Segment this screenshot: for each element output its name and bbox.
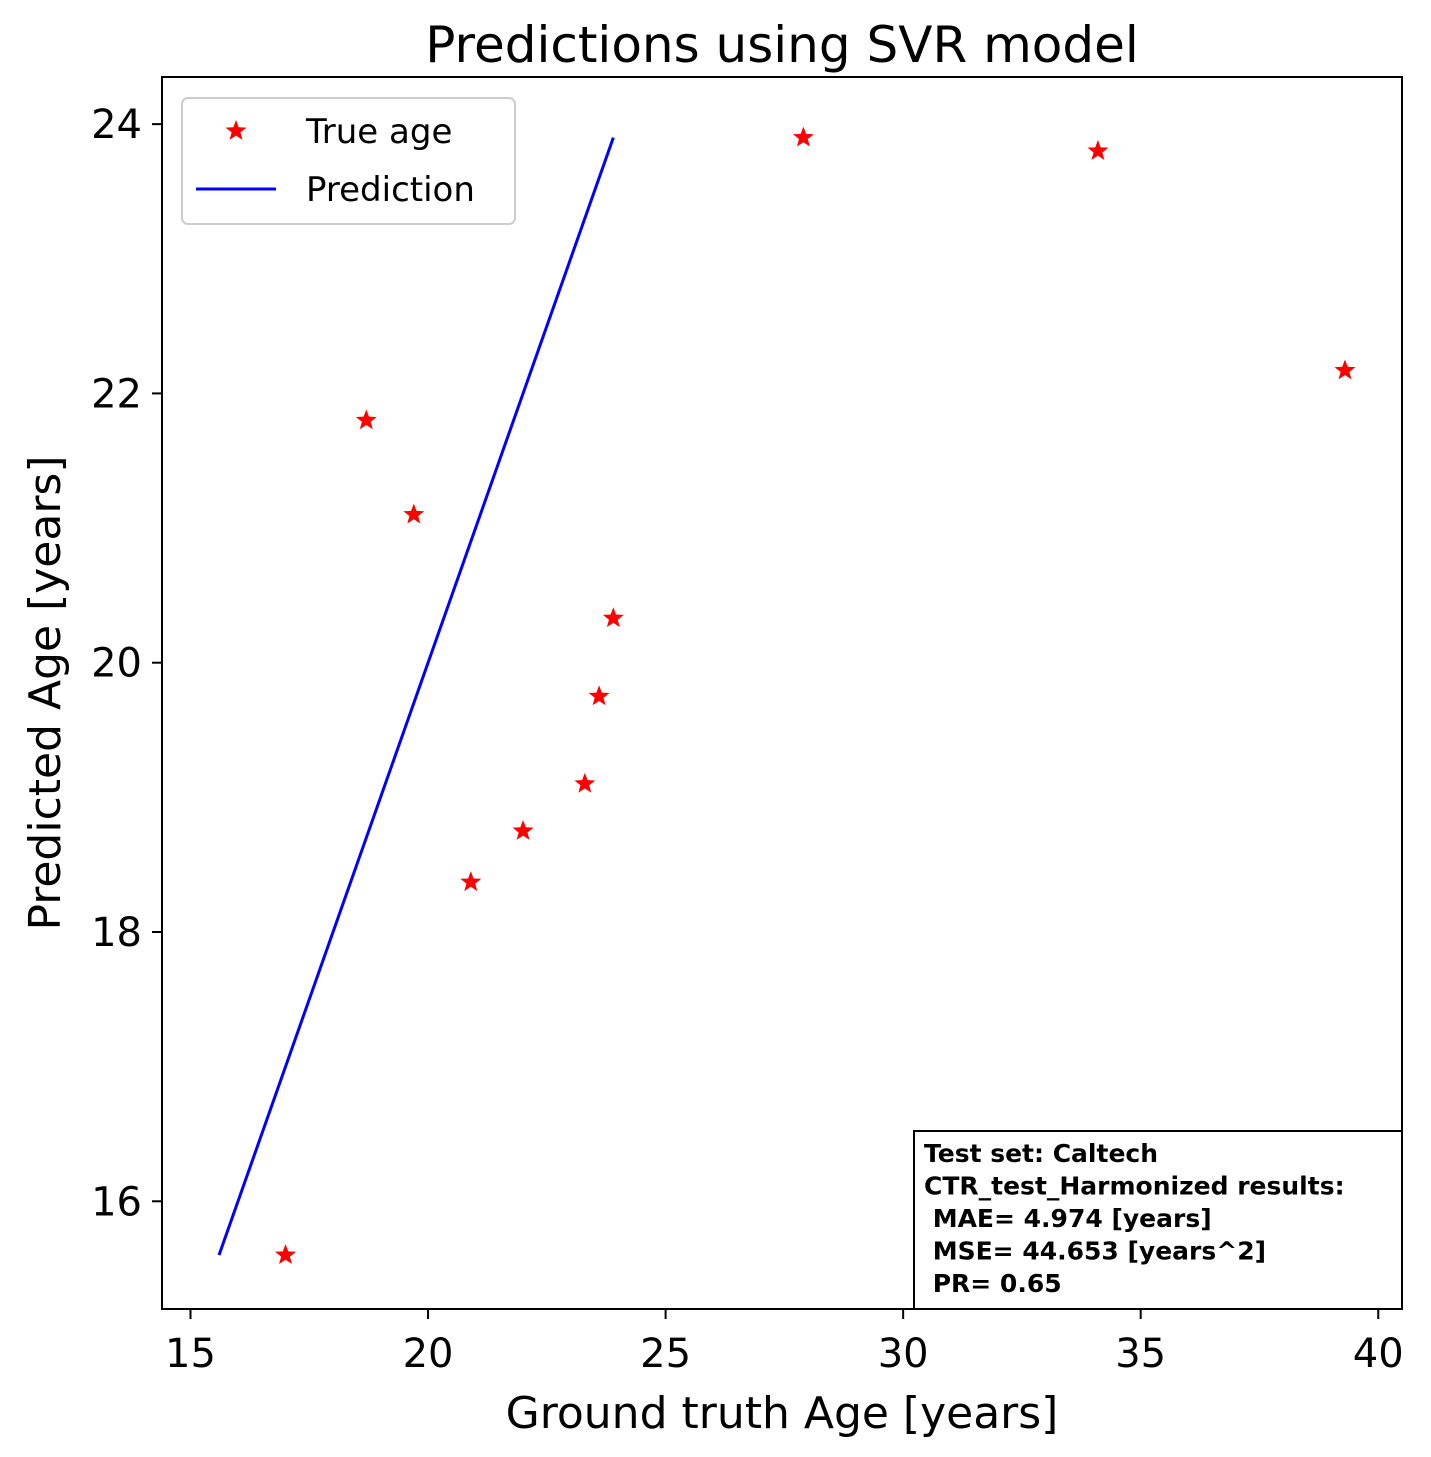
legend: True age Prediction bbox=[181, 97, 516, 225]
legend-label: Prediction bbox=[306, 170, 475, 210]
axis-ticks: 15 20 25 30 35 40 16 18 20 22 24 bbox=[91, 102, 1404, 1377]
true-age-point bbox=[403, 503, 425, 524]
legend-frame bbox=[181, 97, 516, 225]
true-age-point bbox=[1087, 140, 1109, 160]
chart-title: Predictions using SVR model bbox=[425, 16, 1139, 74]
stats-box-frame bbox=[913, 1130, 1403, 1310]
stats-annotation-box: Test set: Caltech CTR_test_Harmonized res… bbox=[913, 1130, 1403, 1310]
true-age-point bbox=[512, 820, 534, 840]
prediction-line bbox=[217, 137, 615, 1256]
legend-star-marker bbox=[225, 120, 247, 140]
y-tick-label: 24 bbox=[91, 102, 142, 148]
legend-label: True age bbox=[305, 112, 452, 152]
y-axis-label: Predicted Age [years] bbox=[20, 455, 71, 930]
y-tick-label: 22 bbox=[91, 371, 142, 417]
true-age-point bbox=[588, 685, 610, 706]
true-age-point bbox=[460, 871, 482, 892]
x-tick-label: 25 bbox=[640, 1331, 691, 1377]
x-tick-label: 15 bbox=[165, 1331, 216, 1377]
plot-area bbox=[217, 126, 1356, 1265]
stats-line: MAE= 4.974 [years] bbox=[924, 1204, 1212, 1233]
y-tick-label: 18 bbox=[91, 910, 142, 956]
x-tick-label: 20 bbox=[403, 1331, 454, 1377]
x-tick-label: 30 bbox=[878, 1331, 929, 1377]
y-tick-label: 16 bbox=[91, 1179, 142, 1225]
y-tick-label: 20 bbox=[91, 641, 142, 687]
stats-line: Test set: Caltech bbox=[924, 1139, 1158, 1168]
true-age-point bbox=[355, 409, 377, 430]
true-age-point bbox=[602, 607, 624, 628]
x-axis-label: Ground truth Age [years] bbox=[506, 1388, 1059, 1439]
stats-line: MSE= 44.653 [years^2] bbox=[924, 1237, 1266, 1266]
true-age-point bbox=[792, 126, 814, 147]
true-age-point bbox=[275, 1244, 296, 1265]
stats-line: CTR_test_Harmonized results: bbox=[924, 1172, 1345, 1201]
plot-frame bbox=[161, 76, 1403, 1310]
true-age-point bbox=[574, 772, 596, 793]
true-age-point bbox=[1334, 359, 1356, 380]
x-tick-label: 40 bbox=[1353, 1331, 1404, 1377]
x-tick-label: 35 bbox=[1115, 1331, 1166, 1377]
stats-line: PR= 0.65 bbox=[924, 1269, 1062, 1298]
